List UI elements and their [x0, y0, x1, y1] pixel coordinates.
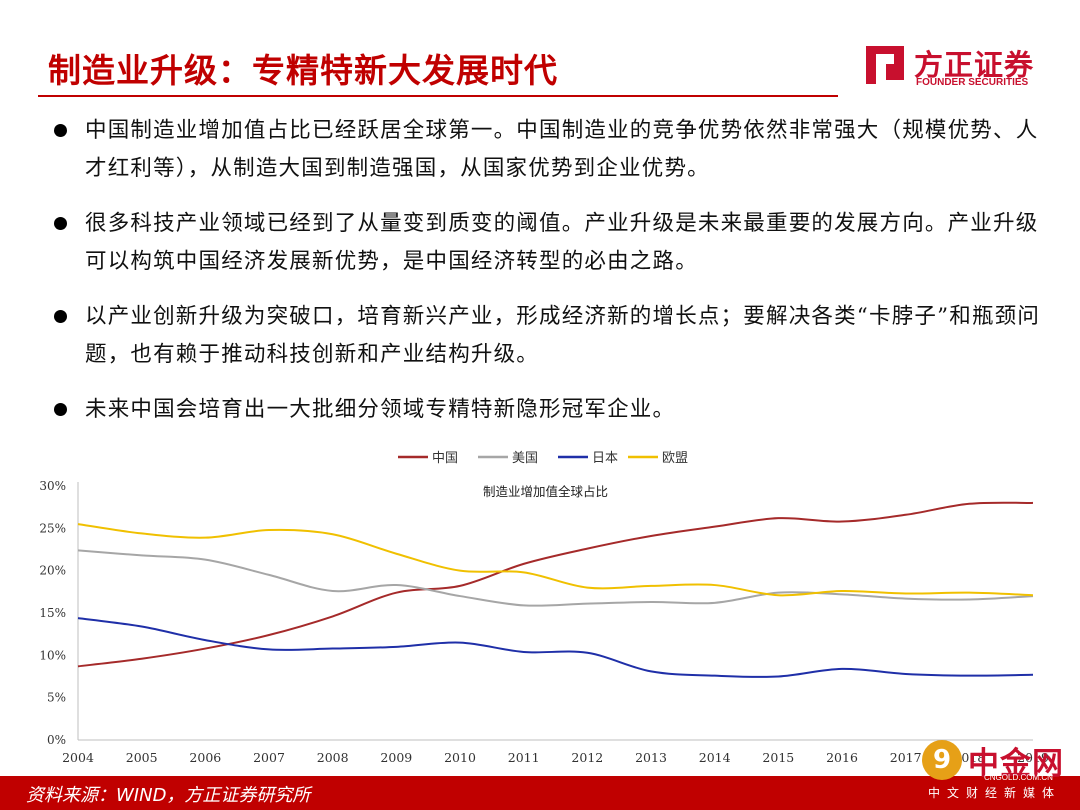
x-tick-label: 2013 [635, 750, 667, 765]
x-tick-label: 2011 [508, 750, 540, 765]
legend-label: 中国 [432, 451, 458, 466]
x-tick-label: 2010 [444, 750, 476, 765]
bullet-text: 中国制造业增加值占比已经跃居全球第一。中国制造业的竞争优势依然非常强大（规模优势… [85, 118, 1039, 181]
legend-label: 欧盟 [662, 451, 688, 466]
y-tick-label: 20% [39, 564, 66, 578]
y-tick-label: 5% [47, 691, 66, 705]
x-tick-label: 2009 [380, 750, 412, 765]
x-tick-label: 2016 [826, 750, 858, 765]
founder-securities-logo: 方正证券 FOUNDER SECURITIES [862, 40, 1052, 92]
x-tick-label: 2008 [317, 750, 349, 765]
y-tick-label: 0% [47, 733, 66, 747]
x-tick-label: 2019 [1017, 750, 1049, 765]
page-title: 制造业升级：专精特新大发展时代 [48, 51, 558, 90]
x-tick-label: 2004 [62, 750, 94, 765]
series-line-1 [77, 549, 1034, 607]
series-line-2 [77, 617, 1034, 678]
x-tick-label: 2005 [126, 750, 158, 765]
watermark-url: CNGOLD.COM.CN [984, 773, 1053, 782]
y-tick-label: 15% [39, 606, 66, 620]
bullet-item: 中国制造业增加值占比已经跃居全球第一。中国制造业的竞争优势依然非常强大（规模优势… [50, 112, 1050, 188]
watermark-tagline: 中文财经新媒体 [928, 786, 1062, 800]
y-tick-label: 10% [39, 648, 66, 662]
bullet-dot-icon [54, 217, 67, 230]
bullet-dot-icon [54, 403, 67, 416]
manufacturing-share-line-chart: 0% 5% 10% 15% 20% 25% 30% 2004 2005 2006 2007 2008 2… [39, 451, 1049, 765]
founder-logo-mark-icon [866, 46, 904, 84]
bullet-text: 很多科技产业领域已经到了从量变到质变的阈值。产业升级是未来最重要的发展方向。产业… [85, 211, 1039, 274]
x-tick-label: 2017 [890, 750, 922, 765]
y-tick-label: 30% [39, 479, 66, 493]
series-line-3 [77, 523, 1034, 597]
series-line-0 [77, 501, 1034, 668]
logo-english-name: FOUNDER SECURITIES [916, 77, 1029, 88]
bullet-item: 未来中国会培育出一大批细分领域专精特新隐形冠军企业。 [50, 391, 1050, 429]
legend-label: 日本 [592, 451, 618, 466]
y-tick-label: 25% [39, 521, 66, 535]
x-tick-label: 2007 [253, 750, 285, 765]
chart-title: 制造业增加值全球占比 [483, 484, 608, 499]
x-tick-label: 2012 [571, 750, 603, 765]
x-tick-label: 2014 [699, 750, 731, 765]
bullet-text: 未来中国会培育出一大批细分领域专精特新隐形冠军企业。 [85, 397, 676, 422]
x-tick-label: 2006 [189, 750, 221, 765]
source-note: 资料来源：WIND，方正证券研究所 [26, 785, 311, 806]
watermark-name: 中金网 [968, 746, 1064, 782]
bullet-dot-icon [54, 124, 67, 137]
bullet-dot-icon [54, 310, 67, 323]
logo-chinese-name: 方正证券 [914, 48, 1035, 82]
bullet-text: 以产业创新升级为突破口，培育新兴产业，形成经济新的增长点；要解决各类“卡脖子”和… [85, 304, 1041, 367]
legend-label: 美国 [512, 451, 538, 466]
bullet-item: 以产业创新升级为突破口，培育新兴产业，形成经济新的增长点；要解决各类“卡脖子”和… [50, 298, 1050, 374]
footer-bar: 资料来源：WIND，方正证券研究所 [0, 776, 1080, 810]
x-tick-label: 2015 [762, 750, 794, 765]
title-divider [38, 95, 838, 97]
cngold-watermark: 9 中金网 CNGOLD.COM.CN 中文财经新媒体 [918, 738, 1080, 810]
bullet-item: 很多科技产业领域已经到了从量变到质变的阈值。产业升级是未来最重要的发展方向。产业… [50, 205, 1050, 281]
cngold-logo-icon: 9 [922, 740, 962, 780]
bullet-list: 中国制造业增加值占比已经跃居全球第一。中国制造业的竞争优势依然非常强大（规模优势… [50, 112, 1050, 446]
